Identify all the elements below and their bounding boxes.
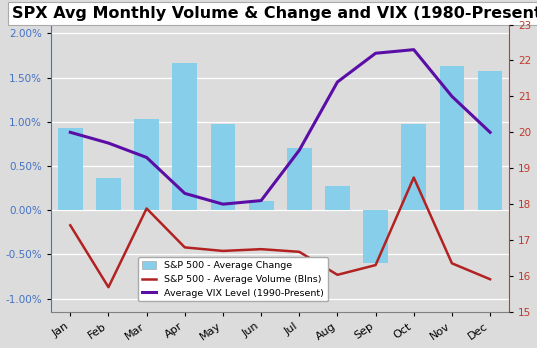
- Average VIX Level (1990-Present): [220, 202, 226, 206]
- S&P 500 - Average Volume (Blns): [220, 249, 226, 253]
- Bar: [287, 148, 311, 210]
- Bar: [439, 66, 465, 210]
- Bar: [211, 125, 235, 210]
- Average VIX Level (1990-Present): [105, 141, 112, 145]
- Average VIX Level (1990-Present): [67, 130, 74, 134]
- S&P 500 - Average Volume (Blns): [296, 250, 302, 254]
- Bar: [363, 210, 388, 263]
- Average VIX Level (1990-Present): [143, 155, 150, 159]
- Average VIX Level (1990-Present): [487, 130, 494, 134]
- Average VIX Level (1990-Present): [334, 80, 340, 84]
- Average VIX Level (1990-Present): [182, 191, 188, 196]
- S&P 500 - Average Volume (Blns): [372, 263, 379, 267]
- Average VIX Level (1990-Present): [449, 94, 455, 98]
- Line: Average VIX Level (1990-Present): Average VIX Level (1990-Present): [70, 50, 490, 204]
- S&P 500 - Average Volume (Blns): [411, 175, 417, 180]
- S&P 500 - Average Volume (Blns): [105, 285, 112, 289]
- Legend: S&P 500 - Average Change, S&P 500 - Average Volume (Blns), Average VIX Level (19: S&P 500 - Average Change, S&P 500 - Aver…: [139, 258, 328, 301]
- Bar: [478, 71, 503, 210]
- Average VIX Level (1990-Present): [296, 148, 302, 152]
- Bar: [134, 119, 159, 210]
- S&P 500 - Average Volume (Blns): [258, 247, 264, 251]
- S&P 500 - Average Volume (Blns): [487, 277, 494, 281]
- Bar: [249, 201, 273, 210]
- Title: SPX Avg Monthly Volume & Change and VIX (1980-Present): SPX Avg Monthly Volume & Change and VIX …: [12, 6, 537, 21]
- Average VIX Level (1990-Present): [372, 51, 379, 55]
- Bar: [325, 187, 350, 210]
- Average VIX Level (1990-Present): [258, 198, 264, 203]
- S&P 500 - Average Volume (Blns): [143, 206, 150, 211]
- S&P 500 - Average Volume (Blns): [182, 245, 188, 250]
- Line: S&P 500 - Average Volume (Blns): S&P 500 - Average Volume (Blns): [70, 177, 490, 287]
- S&P 500 - Average Volume (Blns): [334, 273, 340, 277]
- S&P 500 - Average Volume (Blns): [449, 261, 455, 266]
- Average VIX Level (1990-Present): [411, 48, 417, 52]
- S&P 500 - Average Volume (Blns): [67, 223, 74, 227]
- Bar: [401, 125, 426, 210]
- Bar: [96, 177, 121, 210]
- Bar: [58, 128, 83, 210]
- Bar: [172, 63, 197, 210]
